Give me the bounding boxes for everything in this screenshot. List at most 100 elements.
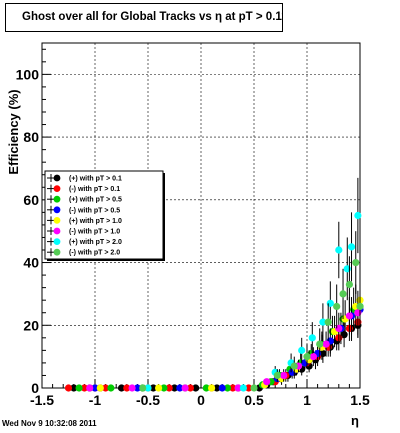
data-point [213, 384, 221, 392]
data-point [273, 371, 281, 380]
data-point [356, 302, 364, 311]
data-point [160, 384, 168, 392]
data-point [176, 384, 184, 392]
data-point [170, 384, 179, 392]
data-point [128, 384, 136, 392]
data-point [345, 280, 353, 289]
data-point [75, 384, 83, 392]
legend-label: (-) with pT > 2.0 [69, 250, 120, 257]
data-point [208, 384, 216, 392]
data-point [352, 258, 360, 267]
data-point [186, 384, 194, 392]
y-tick-label: 20 [23, 317, 39, 333]
data-point [303, 353, 311, 361]
data-point [133, 384, 141, 392]
data-point [117, 384, 126, 392]
data-point [308, 334, 316, 342]
data-point [345, 312, 353, 320]
data-point [290, 362, 298, 370]
data-layer [64, 177, 364, 392]
data-point [202, 384, 210, 392]
data-point [192, 384, 200, 392]
x-tick-label: -1 [89, 392, 102, 408]
chart-title: Ghost over all for Global Tracks vs η at… [5, 3, 283, 32]
x-tick-label: -0.5 [136, 392, 160, 408]
data-point [70, 384, 78, 392]
data-point [149, 384, 157, 392]
data-point [165, 384, 173, 392]
data-point [223, 384, 232, 392]
data-point [102, 384, 110, 392]
data-point [218, 384, 226, 392]
series-8 [139, 231, 364, 392]
y-tick-label: 40 [23, 255, 39, 271]
legend-marker [53, 206, 61, 214]
data-point [335, 246, 343, 254]
series-5 [96, 275, 364, 392]
data-point [319, 318, 327, 326]
data-point [333, 302, 341, 311]
data-point [239, 384, 247, 392]
series-2 [64, 306, 362, 392]
legend-marker [53, 238, 61, 246]
legend-box [44, 170, 164, 260]
data-point [91, 384, 99, 392]
x-tick-label: 1 [303, 392, 311, 408]
timestamp: Wed Nov 9 10:32:08 2011 [2, 419, 97, 428]
series-7 [144, 177, 362, 392]
series-3 [75, 284, 364, 392]
legend-label: (-) with pT > 0.1 [69, 186, 120, 193]
legend: (+) with pT > 0.1 (-) with pT > 0.1 (+) wi… [44, 170, 165, 261]
y-tick-label: 60 [23, 192, 39, 208]
data-point [322, 340, 330, 348]
legend-marker [53, 185, 61, 193]
x-tick-label: 1.5 [350, 392, 370, 408]
legend-label: (+) with pT > 0.5 [69, 197, 122, 204]
legend-marker [53, 195, 61, 203]
y-tick-label: 100 [16, 66, 40, 82]
legend-label: (+) with pT > 0.1 [69, 176, 122, 183]
legend-marker [53, 174, 61, 182]
data-point [319, 349, 327, 358]
data-point [234, 384, 242, 392]
data-point [298, 346, 306, 354]
y-tick-label: 80 [23, 129, 39, 145]
data-point [324, 318, 332, 326]
data-point [354, 211, 362, 220]
data-point [250, 384, 258, 392]
data-point [340, 331, 348, 339]
data-point [80, 384, 88, 392]
data-point [245, 384, 253, 392]
data-point [280, 371, 288, 380]
data-point [316, 340, 324, 348]
legend-marker [53, 227, 61, 235]
data-point [96, 384, 104, 392]
data-point [181, 384, 189, 392]
legend-marker [53, 248, 61, 256]
data-point [123, 384, 131, 392]
legend-marker [53, 217, 61, 224]
data-point [144, 384, 152, 392]
y-axis-title: Efficiency (%) [6, 89, 21, 174]
x-tick-label: 0 [197, 392, 205, 408]
x-tick-label: -1.5 [30, 392, 54, 408]
data-point [107, 384, 115, 392]
data-point [347, 243, 356, 251]
legend-label: (+) with pT > 2.0 [69, 239, 122, 246]
data-point [64, 384, 73, 392]
series-6 [86, 290, 362, 392]
data-point [309, 353, 317, 361]
data-point [139, 384, 147, 392]
legend-label: (+) with pT > 1.0 [69, 218, 122, 225]
legend-label: (-) with pT > 0.5 [69, 207, 120, 214]
data-point [229, 384, 237, 392]
data-point [263, 378, 271, 386]
legend-label: (-) with pT > 1.0 [69, 229, 120, 236]
data-point [339, 290, 347, 298]
y-tick-label: 0 [31, 380, 39, 396]
x-tick-label: 0.5 [244, 392, 264, 408]
data-point [86, 384, 94, 392]
data-point [155, 384, 163, 392]
x-axis-title: η [351, 413, 359, 428]
